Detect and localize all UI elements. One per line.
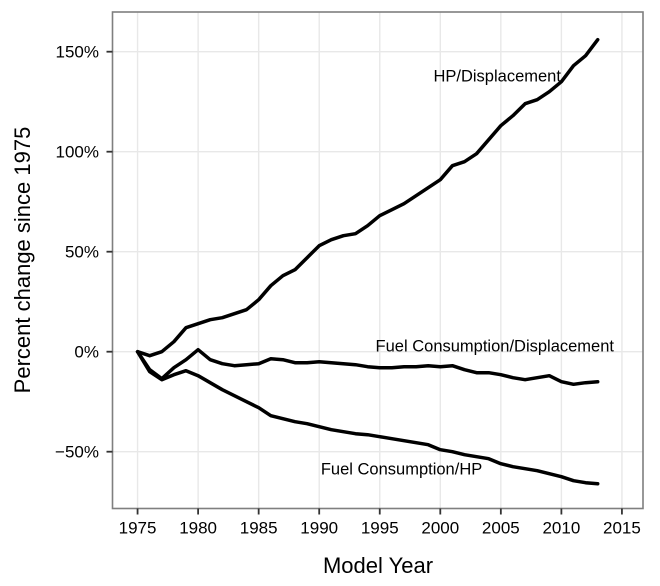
gridlines <box>112 12 643 509</box>
x-axis-title: Model Year <box>322 553 434 578</box>
x-tick-label: 2015 <box>603 519 641 538</box>
x-tick-label: 1990 <box>300 519 338 538</box>
x-tick-label: 1980 <box>179 519 217 538</box>
x-tick-label: 2005 <box>482 519 520 538</box>
x-tick-label: 2000 <box>421 519 459 538</box>
axis-ticks: 1975 1980 1985 1990 1995 2000 2005 2010 2015 150%… <box>55 43 641 538</box>
data-series <box>135 37 600 486</box>
x-tick-label: 2010 <box>542 519 580 538</box>
series-label-fuel-consumption-displacement: Fuel Consumption/Displacement <box>376 337 615 355</box>
x-tick-label: 1975 <box>119 519 157 538</box>
series-labels: HP/Displacement Fuel Consumption/Displace… <box>321 67 615 478</box>
y-axis-title: Percent change since 1975 <box>10 126 35 394</box>
y-tick-label: 50% <box>65 243 99 262</box>
panel-border <box>111 11 644 510</box>
y-tick-label: 0% <box>74 343 99 362</box>
series-line-fuel-consumption-hp <box>135 349 600 486</box>
x-tick-label: 1995 <box>361 519 399 538</box>
y-tick-label: 150% <box>56 43 99 62</box>
series-label-hp-displacement: HP/Displacement <box>433 67 561 85</box>
series-line-fuel-consumption-displacement <box>135 347 600 387</box>
x-tick-label: 1985 <box>240 519 278 538</box>
series-line-hp-displacement <box>135 37 600 358</box>
y-tick-label: −50% <box>55 443 99 462</box>
series-label-fuel-consumption-hp: Fuel Consumption/HP <box>321 460 482 478</box>
y-tick-label: 100% <box>56 143 99 162</box>
plot-panel <box>112 12 643 509</box>
